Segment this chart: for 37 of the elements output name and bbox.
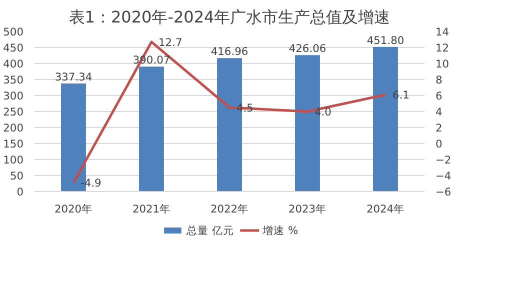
data-label: 4.5 [236,102,254,114]
y2-tick-label: 8 [436,74,442,86]
data-label: 337.34 [54,70,92,84]
y-tick-label: 300 [3,90,24,102]
y-tick-label: 200 [3,122,24,134]
y2-tick-label: 12 [436,42,450,54]
y2-tick-label: −4 [436,170,452,182]
y-tick-label: 450 [3,42,24,54]
y2-tick-label: 2 [436,122,442,134]
y-tick-label: 100 [3,154,24,166]
data-label: 12.7 [158,36,182,49]
y2-tick-label: −2 [436,154,452,166]
bar [139,66,164,192]
chart-title: 表1：2020年-2024年广水市生产总值及增速 [68,8,390,26]
data-label: 416.96 [210,45,248,58]
x-tick-label: 2024年 [366,202,405,216]
x-tick-label: 2023年 [288,202,327,216]
y2-tick-label: 14 [436,26,450,38]
y2-tick-label: 10 [436,58,450,70]
y2-tick-label: 0 [436,138,442,150]
data-label: 426.06 [288,42,326,56]
legend-label: 增速 % [262,224,298,237]
x-tick-label: 2021年 [132,202,171,216]
x-tick-label: 2022年 [210,202,249,216]
legend-label: 总量 亿元 [186,224,234,237]
y-tick-label: 250 [3,106,24,118]
y-tick-label: 0 [16,186,24,198]
data-label: 451.80 [366,34,404,47]
y-tick-label: 50 [10,170,24,182]
y-tick-label: 150 [3,138,24,150]
y-tick-label: 350 [3,74,24,86]
x-tick-label: 2020年 [54,202,93,216]
y-tick-label: 500 [3,26,24,38]
y-tick-label: 400 [3,58,24,70]
y2-tick-label: 4 [436,106,442,118]
y2-tick-label: 6 [436,90,442,102]
y2-tick-label: −6 [436,186,452,198]
